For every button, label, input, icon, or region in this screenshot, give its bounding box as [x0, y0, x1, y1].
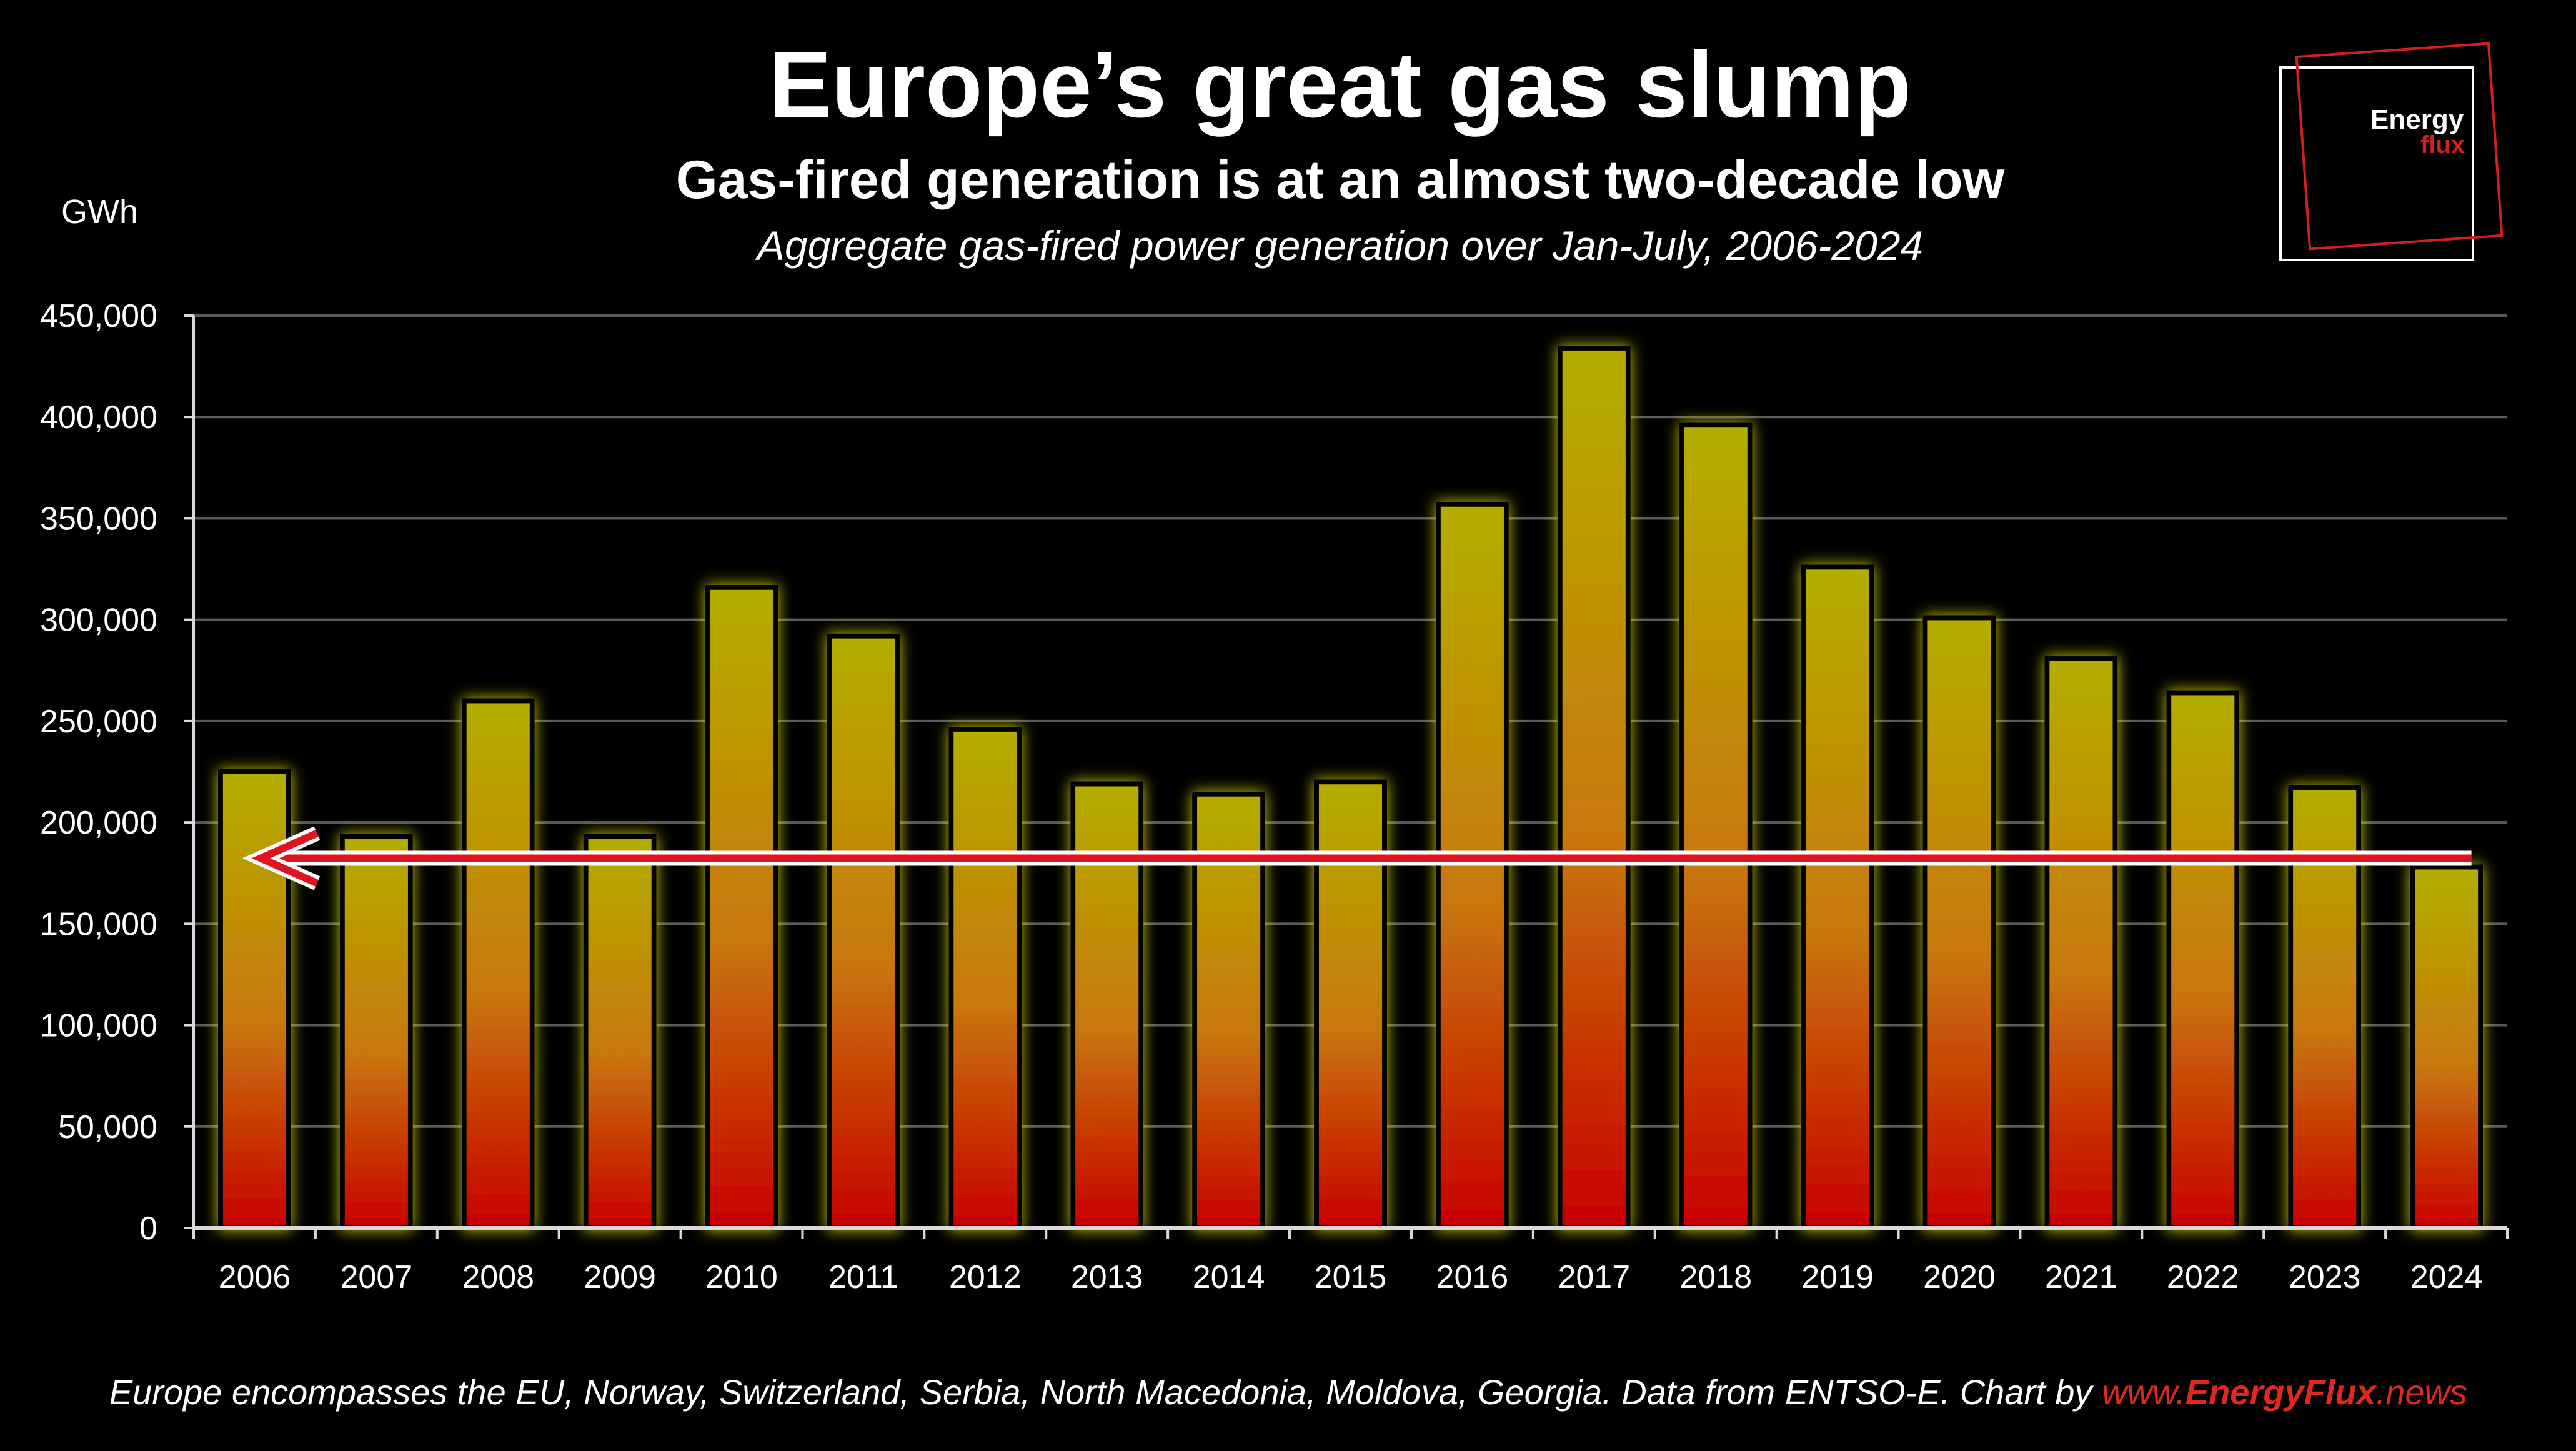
x-tick-labels: 2006 2007 2008 2009 2010 2011 2012 2013 2014 2015… — [219, 1259, 2483, 1295]
x-tick-label: 2010 — [705, 1259, 778, 1295]
footer-link-main: EnergyFlux — [2185, 1372, 2376, 1412]
bar-2022 — [2166, 690, 2240, 1230]
footer-link-prefix: www. — [2101, 1372, 2186, 1412]
y-tick-label: 150,000 — [40, 906, 157, 942]
bar-2007 — [339, 834, 413, 1231]
logo-frame-white — [2279, 66, 2474, 261]
bar-2011 — [827, 633, 900, 1230]
footer-text: Europe encompasses the EU, Norway, Switz… — [109, 1372, 2102, 1412]
x-tick-label: 2018 — [1679, 1259, 1752, 1295]
bar-2012 — [948, 726, 1022, 1231]
footer-source-note: Europe encompasses the EU, Norway, Switz… — [109, 1375, 2467, 1410]
x-tick-label: 2019 — [1801, 1259, 1874, 1295]
bar-2020 — [1922, 615, 1996, 1230]
x-tick-label: 2009 — [584, 1259, 656, 1295]
chart-title: Europe’s great gas slump — [768, 32, 1912, 137]
chart-caption: Aggregate gas-fired power generation ove… — [757, 222, 1924, 269]
bar-2009 — [583, 834, 657, 1231]
bar-2014 — [1192, 791, 1266, 1230]
x-tick-label: 2007 — [340, 1259, 412, 1295]
y-tick-label: 450,000 — [40, 298, 157, 334]
y-tick-label: 300,000 — [40, 602, 157, 639]
x-tick-label: 2014 — [1193, 1259, 1265, 1295]
bar-2018 — [1679, 422, 1753, 1231]
footer-link-suffix: .news — [2375, 1372, 2467, 1412]
y-tick-label: 400,000 — [40, 399, 157, 436]
bar-2013 — [1070, 781, 1144, 1230]
x-tick-label: 2023 — [2289, 1259, 2361, 1295]
bar-2015 — [1313, 779, 1388, 1230]
arrow-head — [251, 830, 319, 887]
energyflux-logo: Energy flux — [2279, 42, 2504, 271]
x-tick-label: 2013 — [1071, 1259, 1143, 1295]
bars — [217, 345, 2484, 1231]
x-tick-label: 2008 — [462, 1259, 534, 1295]
bar-2017 — [1557, 345, 1631, 1230]
x-tick-label: 2020 — [1923, 1259, 1996, 1295]
y-tick-labels: 0 50,000 100,000 150,000 200,000 250,000 300,0… — [40, 298, 157, 1247]
x-tick-label: 2022 — [2167, 1259, 2239, 1295]
bar-2024 — [2409, 864, 2484, 1230]
x-tick-label: 2017 — [1558, 1259, 1630, 1295]
y-axis-unit-label: GWh — [61, 193, 139, 231]
y-tick-label: 250,000 — [40, 704, 157, 740]
bar-2008 — [461, 698, 535, 1230]
y-tick-label: 50,000 — [58, 1109, 157, 1145]
footer-link[interactable]: www.EnergyFlux.news — [2102, 1372, 2467, 1412]
x-tick-label: 2015 — [1315, 1259, 1387, 1295]
x-tick-label: 2021 — [2045, 1259, 2117, 1295]
bar-2019 — [1801, 564, 1874, 1230]
y-tick-label: 0 — [139, 1210, 157, 1247]
bar-2016 — [1435, 501, 1509, 1231]
chart-subtitle: Gas-fired generation is at an almost two… — [675, 150, 2005, 210]
bar-2010 — [705, 584, 778, 1230]
axes — [184, 314, 2509, 1239]
x-tick-label: 2012 — [949, 1259, 1022, 1295]
trend-arrow — [242, 826, 2472, 890]
bar-2021 — [2044, 656, 2118, 1231]
x-tick-label: 2016 — [1436, 1259, 1509, 1295]
y-tick-label: 350,000 — [40, 501, 157, 537]
logo-text-flux: flux — [2420, 131, 2465, 159]
y-tick-label: 200,000 — [40, 805, 157, 841]
x-tick-label: 2024 — [2410, 1259, 2483, 1295]
logo-text-energy: Energy — [2370, 104, 2464, 135]
x-tick-label: 2006 — [219, 1259, 291, 1295]
bar-2006 — [217, 769, 292, 1230]
x-tick-label: 2011 — [828, 1259, 898, 1295]
y-tick-label: 100,000 — [40, 1008, 157, 1044]
